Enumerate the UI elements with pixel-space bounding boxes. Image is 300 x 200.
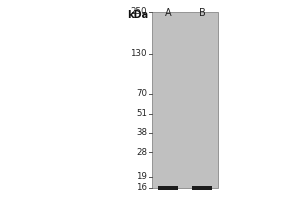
Text: 16: 16 <box>136 184 147 192</box>
Bar <box>152 12 218 188</box>
Bar <box>192 186 212 190</box>
Text: 38: 38 <box>136 128 147 137</box>
Text: B: B <box>199 8 206 18</box>
Bar <box>158 186 178 190</box>
Text: kDa: kDa <box>127 10 148 20</box>
Text: 250: 250 <box>130 7 147 17</box>
Text: 130: 130 <box>130 49 147 58</box>
Text: 70: 70 <box>136 89 147 98</box>
Text: 28: 28 <box>136 148 147 157</box>
Text: A: A <box>165 8 171 18</box>
Text: 51: 51 <box>136 109 147 118</box>
Text: 19: 19 <box>136 172 147 181</box>
